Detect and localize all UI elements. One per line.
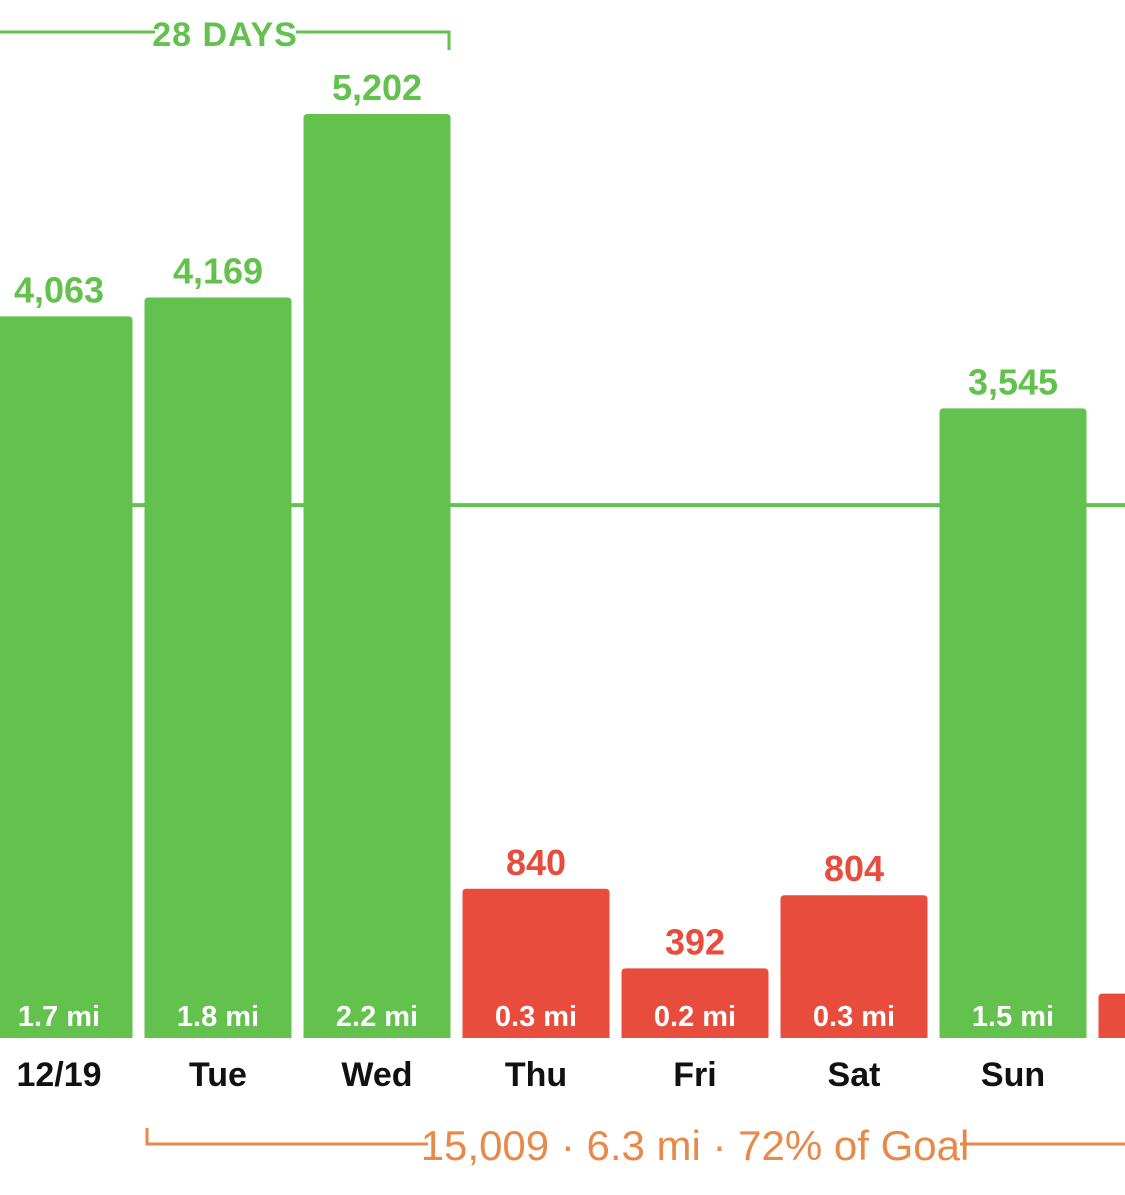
bar-wed[interactable] [303,114,451,1038]
bar-distance-label: 0.3 mi [495,1001,577,1033]
streak-indicator: 28 DAYS [0,16,451,54]
bar-sun[interactable] [939,408,1087,1038]
bar-thu[interactable] [462,888,610,1038]
streak-label: 28 DAYS [152,16,298,54]
x-tick-label: 12/19 [16,1056,101,1094]
bar-partial[interactable] [1098,993,1125,1038]
bar-value-label: 4,169 [173,250,263,291]
bar-value-label: 392 [665,921,725,962]
x-tick-label: Tue [189,1056,247,1094]
bar-distance-label: 1.8 mi [177,1001,259,1033]
x-tick-label: Thu [505,1056,567,1094]
bar-distance-label: 1.5 mi [972,1001,1054,1033]
x-tick-label: Fri [673,1056,716,1094]
labels-group: 4,063 1.7 mi 12/19 4,169 1.8 mi Tue 5,202 2.2 m… [14,67,1058,1094]
bar-value-label: 5,202 [332,67,422,108]
bar-sat[interactable] [780,895,928,1038]
bar-value-label: 840 [506,842,566,883]
bar-value-label: 804 [824,848,884,889]
bar-distance-label: 2.2 mi [336,1001,418,1033]
bar-12-19[interactable] [0,316,133,1038]
bar-tue[interactable] [144,297,292,1038]
streak-bracket-right [296,30,451,50]
weekly-summary: 15,009 · 6.3 mi · 72% of Goal [145,1122,1125,1169]
summary-bracket-left [145,1128,428,1146]
bar-value-label: 4,063 [14,269,104,310]
bars-group [0,114,1125,1038]
bar-fri[interactable] [621,968,769,1038]
bar-distance-label: 0.2 mi [654,1001,736,1033]
x-tick-label: Sat [828,1056,881,1094]
bar-value-label: 3,545 [968,361,1058,402]
bar-distance-label: 1.7 mi [18,1001,100,1033]
bar-distance-label: 0.3 mi [813,1001,895,1033]
weekly-summary-text: 15,009 · 6.3 mi · 72% of Goal [421,1122,970,1169]
x-tick-label: Wed [341,1056,412,1094]
x-tick-label: Sun [981,1056,1045,1094]
